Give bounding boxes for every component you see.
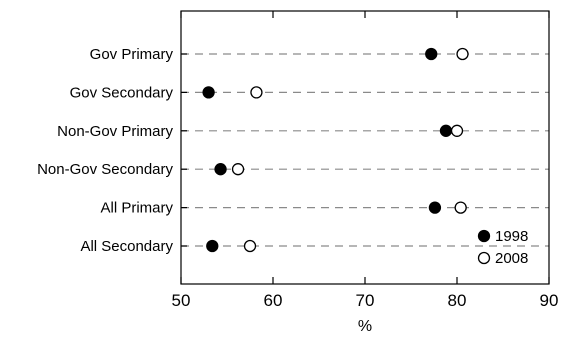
legend: 1998 2008 bbox=[477, 228, 528, 267]
category-label: Non-Gov Secondary bbox=[37, 161, 173, 178]
data-point-1998 bbox=[439, 124, 453, 137]
tick-layer: 50 60 70 80 90 bbox=[172, 11, 559, 310]
data-point-2008 bbox=[243, 239, 257, 253]
legend-marker-1998 bbox=[477, 229, 491, 243]
data-point-2008 bbox=[250, 86, 263, 99]
data-points bbox=[202, 47, 469, 253]
data-point-1998 bbox=[425, 47, 438, 61]
legend-label-2008: 2008 bbox=[495, 250, 528, 267]
legend-marker-2008 bbox=[477, 251, 491, 265]
data-point-1998 bbox=[214, 163, 227, 176]
plot-frame bbox=[180, 10, 550, 285]
x-tick-label: 70 bbox=[356, 291, 375, 310]
category-label: Gov Secondary bbox=[70, 84, 174, 101]
category-labels: Gov Primary Gov Secondary Non-Gov Primary N… bbox=[37, 46, 173, 255]
category-label: Gov Primary bbox=[90, 46, 174, 63]
data-point-1998 bbox=[206, 239, 219, 253]
grid-layer bbox=[181, 53, 549, 247]
category-label: All Secondary bbox=[80, 238, 173, 255]
x-tick-label: 50 bbox=[172, 291, 191, 310]
x-tick-label: 80 bbox=[448, 291, 467, 310]
legend-label-1998: 1998 bbox=[495, 228, 528, 245]
x-tick-label: 90 bbox=[540, 291, 559, 310]
data-point-2008 bbox=[456, 47, 469, 61]
data-point-1998 bbox=[428, 201, 442, 214]
x-axis-label: % bbox=[358, 318, 372, 335]
data-point-1998 bbox=[202, 86, 215, 99]
data-point-2008 bbox=[454, 201, 467, 214]
data-point-2008 bbox=[231, 163, 245, 176]
x-tick-label: 60 bbox=[264, 291, 283, 310]
data-point-2008 bbox=[450, 124, 464, 137]
category-label: All Primary bbox=[100, 200, 173, 217]
category-label: Non-Gov Primary bbox=[57, 123, 173, 140]
